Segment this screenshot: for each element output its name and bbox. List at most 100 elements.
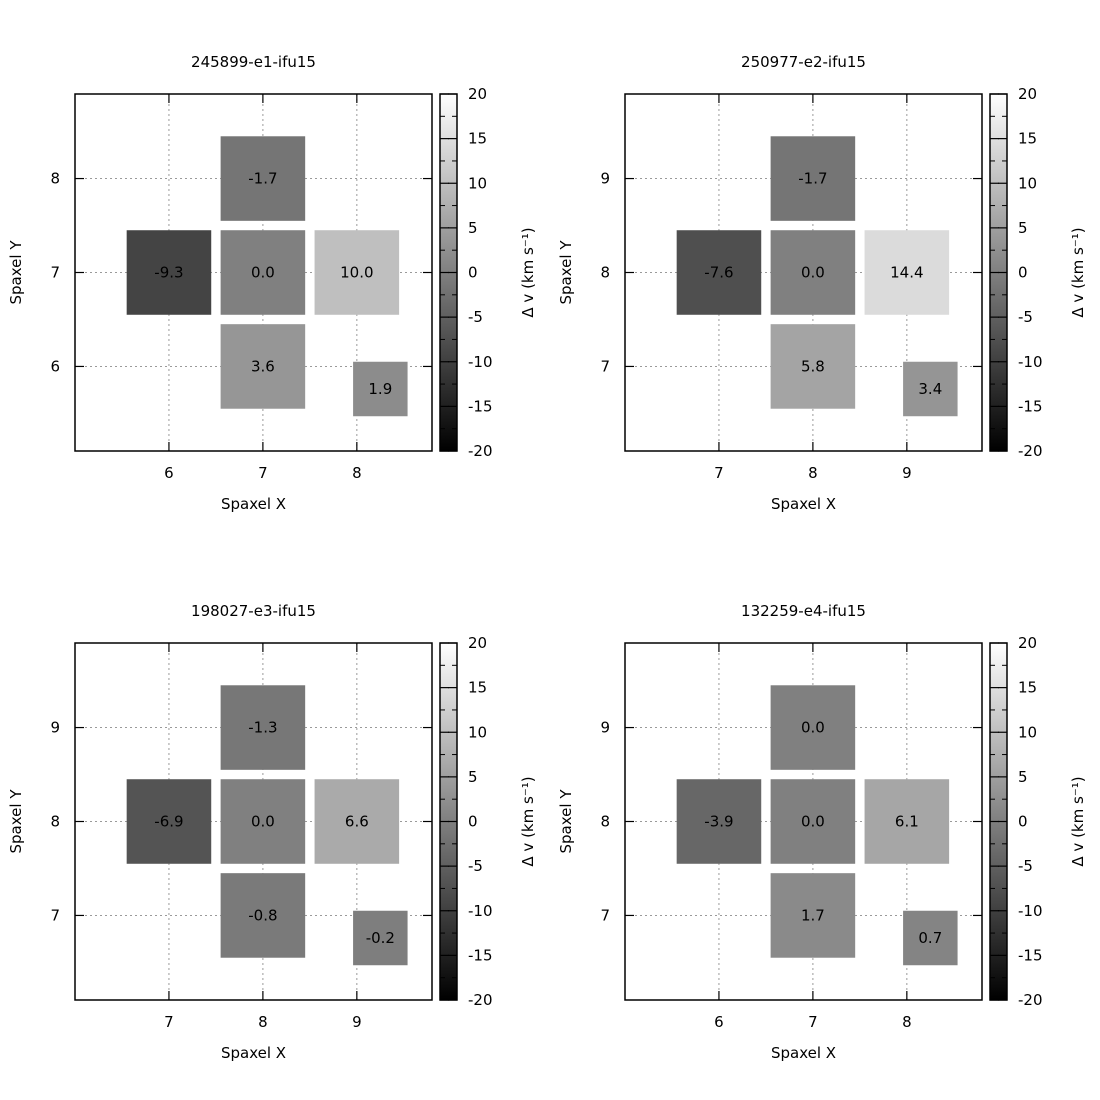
colorbar-tick-label: 20	[1018, 634, 1037, 652]
colorbar-tick-label: 0	[1018, 813, 1028, 831]
cell-value-label: -3.9	[704, 813, 733, 831]
cell-value-label: 0.7	[918, 929, 942, 947]
heatmap-cell	[314, 779, 400, 864]
colorbar-label: Δ v (km s⁻¹)	[519, 227, 537, 317]
x-axis-label: Spaxel X	[771, 1044, 836, 1062]
colorbar-tick-label: 10	[468, 174, 487, 192]
panel-1: 245899-e1-ifu15 -1.7 -9.3 0.0 10.0 3.6 1.9 6 7 8 6…	[7, 53, 537, 513]
colorbar-tick-label: 0	[468, 813, 478, 831]
panel-4: 132259-e4-ifu15 0.0 -3.9 0.0 6.1 1.7 0.7 6 7 8 7 8 9…	[557, 602, 1087, 1062]
y-tick-label: 7	[600, 906, 610, 924]
colorbar-tick-label: 10	[1018, 174, 1037, 192]
colorbar-tick-label: 10	[468, 723, 487, 741]
heatmap-cell	[770, 136, 856, 221]
colorbar-tick-label: -20	[1018, 442, 1043, 460]
x-axis-label: Spaxel X	[221, 1044, 286, 1062]
x-tick-label: 8	[352, 464, 362, 482]
y-tick-label: 8	[50, 813, 60, 831]
x-tick-label: 8	[258, 1013, 268, 1031]
cell-value-label: -7.6	[704, 264, 733, 282]
y-tick-label: 8	[600, 813, 610, 831]
y-tick-label: 9	[600, 719, 610, 737]
cell-value-label: 0.0	[801, 719, 825, 737]
y-tick-label: 8	[600, 264, 610, 282]
colorbar-tick-label: 5	[468, 219, 478, 237]
colorbar-tick-label: -5	[468, 308, 483, 326]
heatmap-cell	[676, 230, 762, 315]
cell-value-label: -9.3	[154, 264, 183, 282]
heatmap-cell	[353, 361, 408, 417]
cell-value-label: 10.0	[340, 264, 373, 282]
cell-value-label: -0.8	[248, 906, 277, 924]
colorbar-tick-label: -10	[468, 902, 493, 920]
y-tick-label: 7	[50, 906, 60, 924]
colorbar-tick-label: 20	[468, 85, 487, 103]
y-axis-label: Spaxel Y	[7, 789, 25, 854]
heatmap-cell	[314, 230, 400, 315]
y-tick-label: 9	[50, 719, 60, 737]
heatmap-cell	[770, 873, 856, 958]
colorbar-tick-label: -15	[468, 397, 493, 415]
x-tick-label: 7	[164, 1013, 174, 1031]
y-tick-label: 7	[50, 264, 60, 282]
colorbar-tick-label: -20	[468, 442, 493, 460]
heatmap-cell	[770, 230, 856, 315]
y-axis-label: Spaxel Y	[7, 240, 25, 305]
y-axis-label: Spaxel Y	[557, 240, 575, 305]
colorbar-tick-label: -20	[1018, 991, 1043, 1009]
heatmap-cell	[676, 779, 762, 864]
heatmap-cell	[220, 230, 306, 315]
colorbar-tick-label: -5	[1018, 308, 1033, 326]
cell-value-label: 6.6	[345, 813, 369, 831]
x-tick-label: 6	[164, 464, 174, 482]
colorbar-tick-label: 15	[468, 130, 487, 148]
x-tick-label: 6	[714, 1013, 724, 1031]
colorbar-tick-label: -20	[468, 991, 493, 1009]
colorbar-tick-label: -15	[468, 946, 493, 964]
x-tick-label: 8	[902, 1013, 912, 1031]
x-tick-label: 7	[808, 1013, 818, 1031]
cell-value-label: -1.7	[798, 170, 827, 188]
colorbar-tick-label: -10	[1018, 902, 1043, 920]
cell-value-label: 14.4	[890, 264, 923, 282]
cell-value-label: 3.4	[918, 380, 942, 398]
heatmap-cell	[770, 324, 856, 409]
cell-value-label: 5.8	[801, 357, 825, 375]
heatmap-cell	[770, 779, 856, 864]
heatmap-cell	[220, 685, 306, 770]
cell-value-label: 0.0	[251, 264, 275, 282]
cell-value-label: -1.3	[248, 719, 277, 737]
colorbar-tick-label: 0	[468, 264, 478, 282]
heatmap-cell	[770, 685, 856, 770]
x-axis-label: Spaxel X	[221, 495, 286, 513]
heatmap-cell	[220, 324, 306, 409]
colorbar-tick-label: 10	[1018, 723, 1037, 741]
y-tick-label: 9	[600, 170, 610, 188]
cell-value-label: -0.2	[366, 929, 395, 947]
panel-2: 250977-e2-ifu15 -1.7 -7.6 0.0 14.4 5.8 3.4 7 8 9 7…	[557, 53, 1087, 513]
colorbar-tick-label: 5	[1018, 768, 1028, 786]
heatmap-cell	[220, 779, 306, 864]
colorbar-tick-label: 15	[1018, 130, 1037, 148]
heatmap-cell	[864, 230, 950, 315]
panel-title: 250977-e2-ifu15	[741, 53, 866, 71]
x-tick-label: 9	[352, 1013, 362, 1031]
panel-3: 198027-e3-ifu15 -1.3 -6.9 0.0 6.6 -0.8 -0.2 7 8 9…	[7, 602, 537, 1062]
panel-title: 132259-e4-ifu15	[741, 602, 866, 620]
colorbar-tick-label: 5	[1018, 219, 1028, 237]
cell-value-label: 1.9	[368, 380, 392, 398]
x-tick-label: 9	[902, 464, 912, 482]
heatmap-cell	[903, 361, 958, 417]
y-axis-label: Spaxel Y	[557, 789, 575, 854]
cell-value-label: 0.0	[251, 813, 275, 831]
cell-value-label: 0.0	[801, 264, 825, 282]
colorbar-tick-label: -10	[468, 353, 493, 371]
panel-title: 245899-e1-ifu15	[191, 53, 316, 71]
colorbar-tick-label: 5	[468, 768, 478, 786]
x-tick-label: 7	[714, 464, 724, 482]
heatmap-cell	[353, 910, 408, 966]
x-tick-label: 8	[808, 464, 818, 482]
colorbar-tick-label: -15	[1018, 946, 1043, 964]
colorbar-label: Δ v (km s⁻¹)	[1069, 227, 1087, 317]
